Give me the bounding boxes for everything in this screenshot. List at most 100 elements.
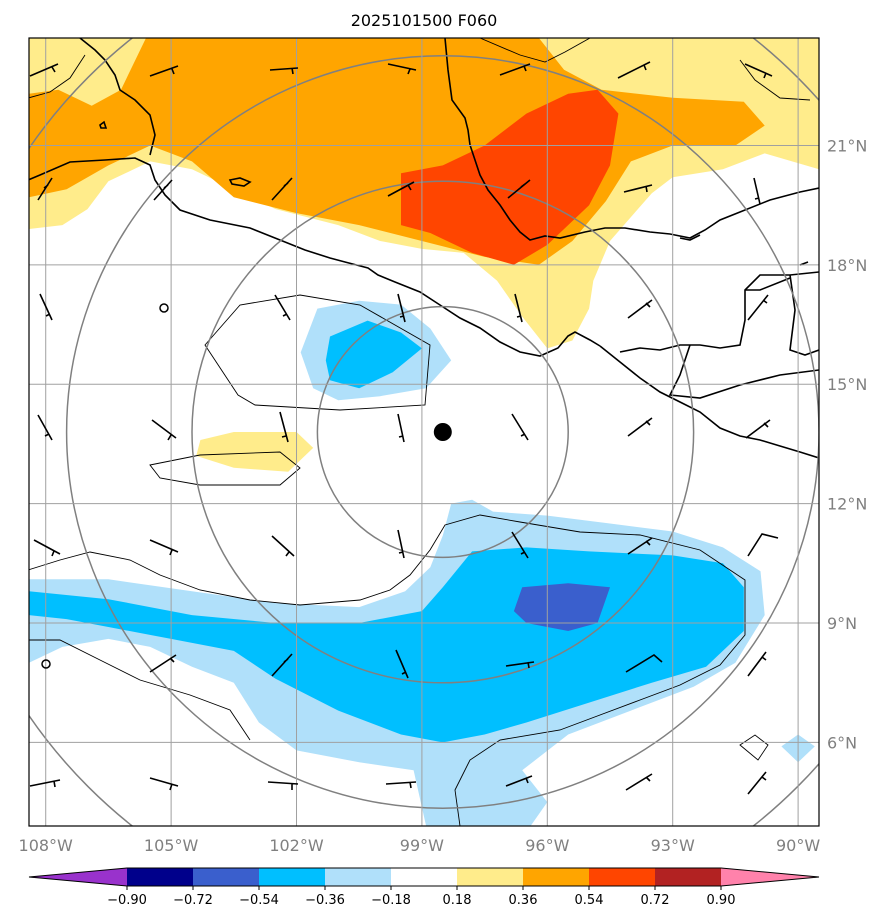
wind-barb xyxy=(29,779,61,788)
wind-barb xyxy=(149,65,179,77)
wind-barb xyxy=(627,299,653,319)
colorbar-segment xyxy=(457,868,524,886)
wind-barb xyxy=(397,529,405,559)
wind-barb xyxy=(747,651,767,677)
wind-barb xyxy=(149,539,179,556)
wind-barb xyxy=(627,417,653,437)
colorbar-label: 0.72 xyxy=(641,893,670,908)
x-tick-label: 90°W xyxy=(776,836,820,855)
contour-line-8 xyxy=(479,38,591,63)
wind-barb xyxy=(149,654,177,673)
coastline-central-america xyxy=(599,345,819,459)
map-frame xyxy=(28,37,820,827)
colorbar-label: −0.18 xyxy=(371,893,411,908)
wind-barb xyxy=(753,177,761,205)
contour-line-2 xyxy=(149,451,301,486)
x-tick-label: 99°W xyxy=(400,836,444,855)
y-tick-label: 21°N xyxy=(827,137,867,156)
wind-barb xyxy=(39,293,53,321)
country-border-honduras xyxy=(668,344,819,399)
island-2 xyxy=(99,120,108,129)
wind-barb xyxy=(271,177,293,201)
wind-barb xyxy=(385,781,417,789)
colorbar-segment xyxy=(523,868,590,886)
colorbar-label: 0.18 xyxy=(443,893,472,908)
x-tick-label: 96°W xyxy=(525,836,569,855)
colorbar-label: −0.90 xyxy=(107,893,147,908)
wind-barb xyxy=(505,775,533,787)
wind-barb xyxy=(747,533,779,557)
nw-coast-mexico xyxy=(79,38,156,156)
wind-barb xyxy=(267,781,299,790)
colorbar-label: −0.54 xyxy=(239,893,279,908)
wind-barb xyxy=(151,419,177,441)
colorbar-extend-high xyxy=(721,868,819,886)
wind-barb xyxy=(271,535,295,557)
y-tick-label: 18°N xyxy=(827,256,867,275)
wind-barb xyxy=(511,413,529,441)
colorbar: −0.90 −0.72 −0.54 −0.36 −0.18 0.18 0.36 0.54 0.7… xyxy=(28,867,820,908)
contour-line-1 xyxy=(204,294,431,411)
wind-barb xyxy=(153,179,173,201)
wind-barb xyxy=(625,773,653,791)
wind-barb xyxy=(397,413,405,443)
wind-barb xyxy=(269,67,299,75)
x-tick-label: 105°W xyxy=(144,836,199,855)
contour-line-5 xyxy=(739,734,769,761)
storm-center-marker xyxy=(433,423,452,441)
wind-barb xyxy=(623,184,653,193)
colorbar-segment xyxy=(259,868,326,886)
y-tick-label: 12°N xyxy=(827,495,867,514)
colorbar-label: −0.36 xyxy=(305,893,345,908)
wind-barb xyxy=(271,653,293,677)
shaded-region-4 xyxy=(196,432,314,472)
colorbar-segment xyxy=(193,868,260,886)
range-ring-1 xyxy=(316,305,569,559)
y-tick-label: 15°N xyxy=(827,375,867,394)
wind-barb xyxy=(507,179,531,199)
wind-barb xyxy=(617,61,651,79)
wind-barb xyxy=(747,294,769,321)
shaded-fields xyxy=(29,38,819,826)
contour-line-3 xyxy=(29,514,746,826)
y-tick-label: 6°N xyxy=(827,733,857,752)
wind-barb xyxy=(745,419,771,439)
wind-barb xyxy=(387,181,415,197)
contour-lines xyxy=(29,38,811,826)
colorbar-label: 0.36 xyxy=(509,893,538,908)
wind-barb xyxy=(505,661,535,669)
country-border-guatemala xyxy=(619,271,819,353)
wind-barb xyxy=(514,293,523,323)
colorbar-label: 0.54 xyxy=(575,893,604,908)
wind-barb xyxy=(499,63,531,76)
y-axis-ticks: 6°N 9°N 12°N 15°N 18°N 21°N xyxy=(827,137,867,753)
chart-title: 2025101500 F060 xyxy=(351,11,498,30)
colorbar-segment xyxy=(589,868,656,886)
shaded-region-3 xyxy=(401,89,619,265)
yucatan-coast xyxy=(789,274,819,356)
calm-wind-marker xyxy=(41,659,51,669)
wind-barb xyxy=(387,63,417,75)
colorbar-segment xyxy=(391,868,458,886)
coastline-gulf-mexico xyxy=(444,38,819,241)
colorbar-label: 0.90 xyxy=(707,893,736,908)
colorbar-segment xyxy=(325,868,392,886)
x-axis-ticks: 108°W 105°W 102°W 99°W 96°W 93°W 90°W xyxy=(19,836,821,855)
range-ring-3 xyxy=(65,55,819,809)
wind-barb xyxy=(149,777,179,791)
shaded-region-6 xyxy=(325,320,422,389)
contour-line-6 xyxy=(739,59,811,101)
wind-barbs xyxy=(29,61,779,795)
wind-barb xyxy=(395,649,409,679)
wind-barb xyxy=(625,654,663,673)
wind-barb xyxy=(397,293,406,323)
x-tick-label: 102°W xyxy=(269,836,324,855)
country-border-belize xyxy=(745,277,791,291)
wind-barb xyxy=(279,411,289,443)
colorbar-segment xyxy=(655,868,722,886)
colorbar-extend-low xyxy=(29,868,127,886)
colorbar-label: −0.72 xyxy=(173,893,213,908)
